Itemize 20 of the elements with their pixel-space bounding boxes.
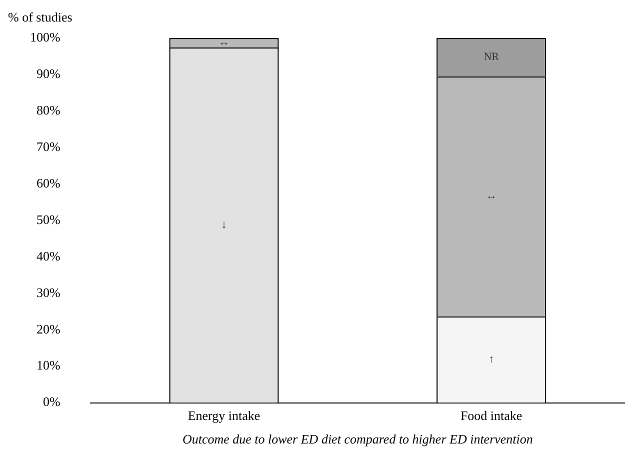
y-tick-label: 100% [30,29,60,44]
y-tick-label: 40% [36,248,60,264]
series-label: NR [484,51,500,64]
y-tick-label: 10% [36,358,60,373]
y-axis-title: % of studies [8,9,72,24]
y-tick-label: 80% [36,102,60,118]
series-label: ↓ [221,219,227,232]
text: ↔ [486,190,497,202]
x-tick-label: Energy intake [188,408,260,424]
y-tick-label: 30% [36,284,60,300]
y-tick-label: 50% [36,212,60,227]
x-tick-label: Food intake [460,408,522,424]
y-tick-label: 20% [36,321,60,336]
series-label: ↔ [218,36,230,49]
y-tick-label: 60% [36,175,60,190]
y-tick-label: 90% [36,66,60,81]
series-label: ↑ [488,353,494,366]
x-axis-title: Outcome due to lower ED diet compared to higher ED intervention [182,432,533,447]
y-tick-label: 70% [36,138,60,154]
y-tick-label: 0% [42,394,60,410]
